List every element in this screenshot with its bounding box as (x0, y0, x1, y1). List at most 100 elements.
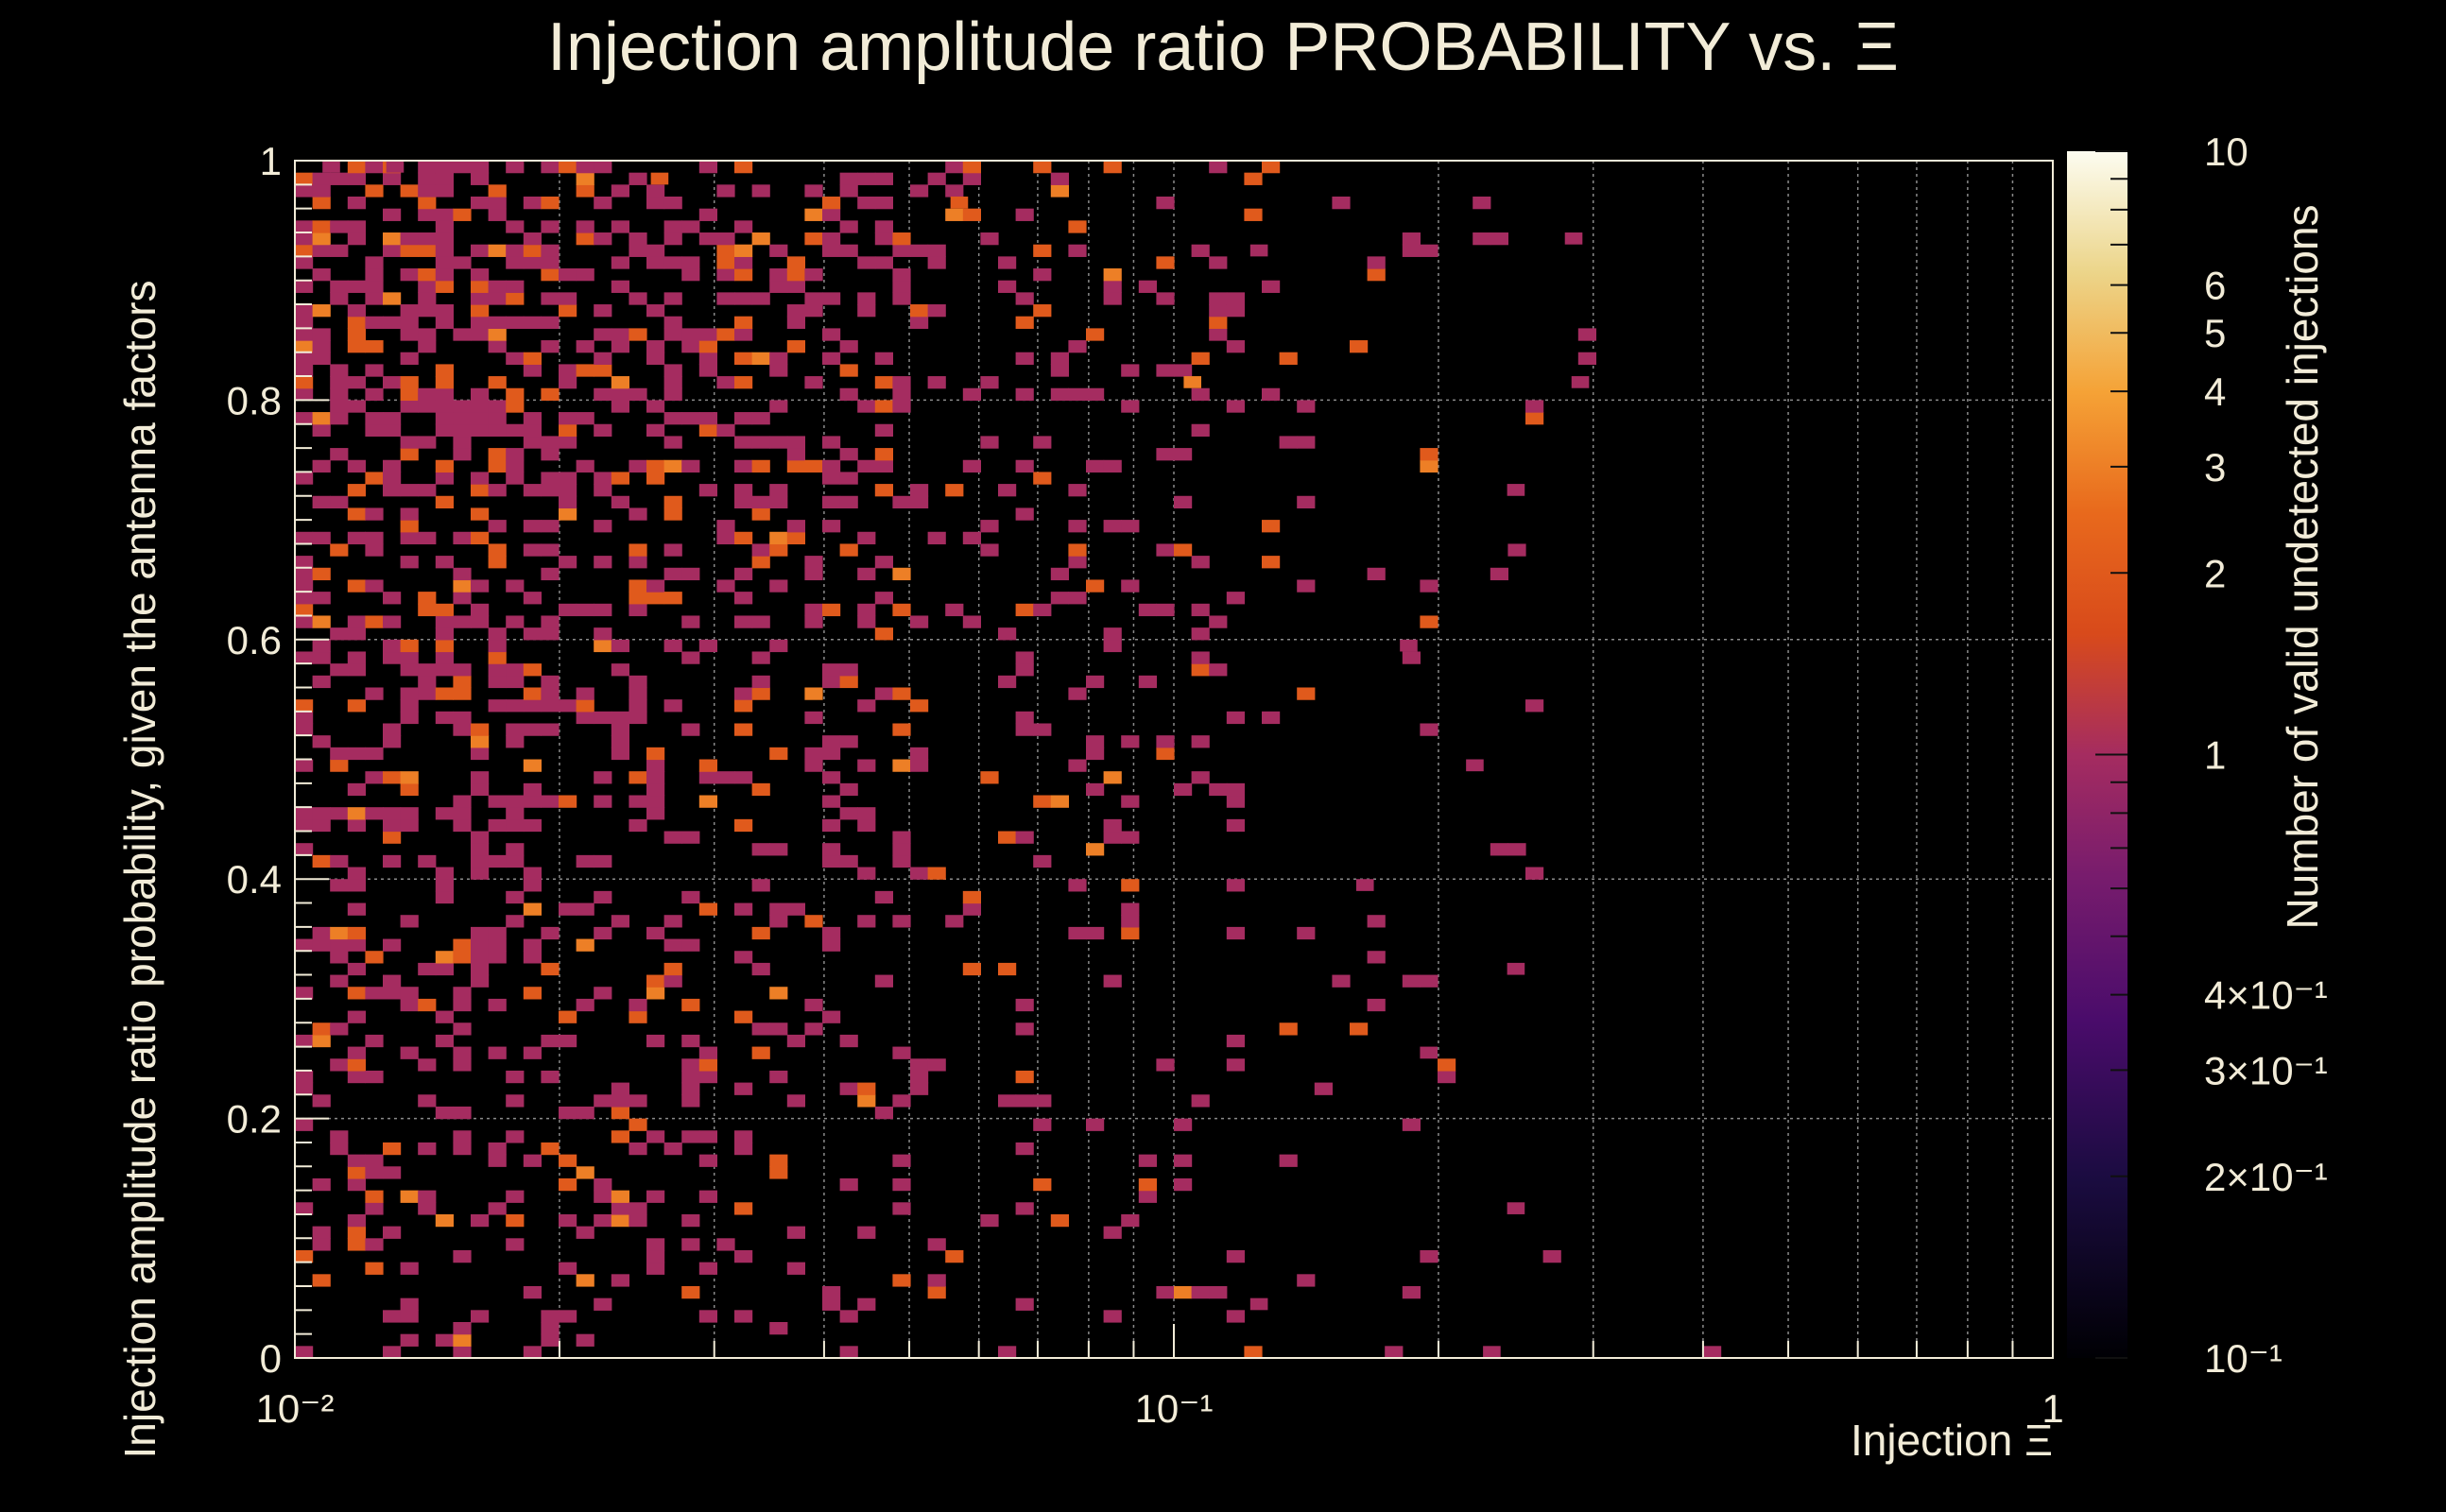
heatmap-cell (629, 795, 647, 808)
heatmap-cell (804, 759, 823, 772)
heatmap-cell (1297, 1274, 1316, 1287)
heatmap-cell (435, 556, 454, 569)
heatmap-cell (839, 854, 858, 868)
heatmap-cell (1226, 926, 1245, 940)
heatmap-cell (559, 1262, 577, 1275)
heatmap-cell (559, 161, 577, 174)
heatmap-cell (611, 915, 629, 928)
heatmap-cell (839, 472, 858, 485)
heatmap-cell (804, 304, 823, 318)
heatmap-cell (435, 1010, 454, 1023)
heatmap-cell (804, 208, 823, 221)
heatmap-cell (347, 807, 366, 820)
heatmap-cell (365, 747, 384, 761)
heatmap-cell (1174, 543, 1193, 557)
colorbar-tick-label: 1 (2204, 733, 2226, 778)
heatmap-cell (541, 687, 560, 700)
heatmap-cell (312, 1238, 331, 1251)
heatmap-cell (523, 867, 542, 880)
heatmap-cell (541, 615, 560, 628)
heatmap-cell (541, 244, 560, 257)
heatmap-cell (1209, 292, 1228, 305)
heatmap-cell (559, 1154, 577, 1167)
heatmap-cell (611, 639, 629, 653)
heatmap-cell (488, 376, 507, 389)
heatmap-cell (681, 1094, 700, 1108)
heatmap-cell (1332, 197, 1351, 210)
heatmap-cell (295, 280, 314, 293)
heatmap-cell (365, 364, 384, 377)
heatmap-cell (769, 268, 788, 282)
heatmap-cell (1050, 1213, 1069, 1228)
heatmap-cell (822, 197, 841, 210)
heatmap-cell (857, 915, 876, 928)
heatmap-cell (383, 244, 402, 257)
heatmap-cell (523, 782, 542, 797)
heatmap-cell (383, 651, 402, 664)
heatmap-cell (506, 352, 525, 365)
heatmap-cell (347, 1213, 366, 1228)
heatmap-cell (611, 280, 629, 293)
heatmap-cell (822, 1297, 841, 1311)
heatmap-cell (383, 1142, 402, 1156)
heatmap-cell (1068, 340, 1087, 353)
heatmap-cell (347, 280, 366, 293)
heatmap-cell (734, 376, 753, 389)
heatmap-cell (576, 699, 594, 713)
heatmap-cell (559, 268, 577, 282)
heatmap-cell (822, 843, 841, 856)
heatmap-cell (1226, 592, 1245, 605)
heatmap-cell (365, 256, 384, 269)
heatmap-cell (312, 1022, 331, 1036)
heatmap-cell (418, 232, 437, 246)
x-axis-label: Injection Ξ (1851, 1416, 2053, 1465)
heatmap-cell (1367, 998, 1386, 1012)
heatmap-cell (594, 795, 612, 808)
heatmap-cell (663, 567, 682, 581)
heatmap-cell (295, 256, 314, 269)
heatmap-cell (1121, 520, 1140, 533)
heatmap-cell (980, 436, 999, 449)
heatmap-cell (751, 843, 770, 856)
heatmap-cell (769, 400, 788, 413)
heatmap-cell (611, 663, 629, 677)
heatmap-cell (1297, 579, 1316, 593)
colorbar-label: Number of valid undetected injections (2278, 204, 2327, 929)
heatmap-cell (698, 423, 717, 438)
heatmap-cell (523, 699, 542, 713)
heatmap-cell (453, 795, 472, 808)
heatmap-cell (1577, 352, 1596, 365)
heatmap-cell (541, 795, 560, 808)
heatmap-cell (383, 639, 402, 653)
heatmap-cell (1068, 592, 1087, 605)
heatmap-cell (1438, 1070, 1456, 1084)
heatmap-cell (312, 184, 331, 198)
heatmap-cell (1156, 1058, 1175, 1072)
heatmap-cell (646, 974, 665, 988)
heatmap-cell (453, 1346, 472, 1359)
heatmap-cell (453, 818, 472, 833)
heatmap-cell (541, 1034, 560, 1048)
heatmap-cell (576, 220, 594, 233)
heatmap-cell (506, 699, 525, 713)
heatmap-cell (365, 316, 384, 329)
heatmap-cell (734, 699, 753, 713)
heatmap-cell (1191, 244, 1210, 257)
heatmap-cell (822, 208, 841, 221)
heatmap-cell (892, 292, 911, 305)
heatmap-cell (1279, 1022, 1298, 1036)
heatmap-cell (541, 1142, 560, 1156)
heatmap-cell (453, 1130, 472, 1143)
heatmap-cell (611, 340, 629, 353)
heatmap-cell (769, 543, 788, 557)
heatmap-cell (365, 687, 384, 700)
heatmap-cell (1015, 998, 1034, 1012)
heatmap-cell (312, 1226, 331, 1239)
heatmap-cell (698, 1058, 717, 1072)
heatmap-cell (629, 592, 647, 605)
heatmap-cell (383, 1166, 402, 1179)
heatmap-cell (1015, 1070, 1034, 1084)
heatmap-cell (681, 831, 700, 844)
heatmap-cell (576, 603, 594, 617)
heatmap-cell (295, 304, 314, 318)
